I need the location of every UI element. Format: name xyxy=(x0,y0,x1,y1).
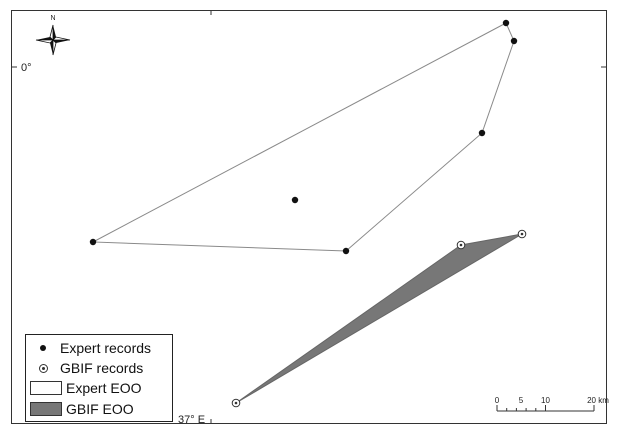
latitude-label: 0° xyxy=(21,62,32,74)
expert-eoo-swatch-icon xyxy=(30,381,62,395)
legend-item-expert-records: Expert records xyxy=(26,339,151,357)
scale-tick-label: 0 xyxy=(495,396,500,405)
gbif-record-point xyxy=(231,398,241,408)
expert-record-point xyxy=(510,37,518,45)
expert-record-symbol-icon xyxy=(40,345,46,351)
legend-label: Expert records xyxy=(60,340,152,356)
north-label: N xyxy=(50,15,55,22)
expert-eoo-polygon xyxy=(91,22,515,252)
gbif-record-symbol-icon xyxy=(38,363,48,373)
legend-label: GBIF EOO xyxy=(66,401,134,417)
gbif-records xyxy=(231,229,527,408)
gbif-record-point xyxy=(456,240,466,250)
scale-bar: 0 5 10 20 km xyxy=(495,396,609,412)
scale-tick-label: 20 km xyxy=(587,396,609,405)
expert-record-point xyxy=(502,19,510,27)
legend-item-gbif-eoo: GBIF EOO xyxy=(26,400,134,418)
gbif-eoo-swatch-icon xyxy=(30,402,62,416)
legend-item-expert-eoo: Expert EOO xyxy=(26,379,141,397)
expert-records xyxy=(89,19,518,255)
expert-record-point xyxy=(478,129,486,137)
compass-rose-icon xyxy=(35,24,71,56)
gbif-eoo-polygon xyxy=(235,233,523,404)
expert-record-point xyxy=(89,238,97,246)
scale-tick-label: 10 xyxy=(541,396,550,405)
legend-label: Expert EOO xyxy=(66,380,142,396)
scale-tick-label: 5 xyxy=(519,396,524,405)
expert-record-point xyxy=(342,247,350,255)
longitude-label: 37° E xyxy=(178,414,205,426)
legend-label: GBIF records xyxy=(60,360,144,376)
map-legend: Expert records GBIF records Expert EOO G… xyxy=(25,334,173,422)
legend-item-gbif-records: GBIF records xyxy=(26,359,143,377)
expert-record-point xyxy=(291,196,299,204)
gbif-record-point xyxy=(517,229,527,239)
